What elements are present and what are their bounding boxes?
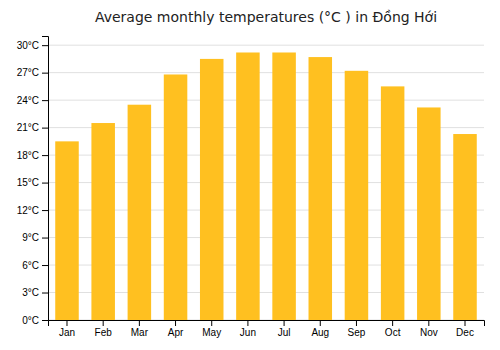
x-tick-mark — [428, 320, 429, 326]
title: Average monthly temperatures (°C ) in Đồ… — [95, 9, 437, 25]
y-tick-label: 18°C — [17, 150, 39, 161]
y-tick: 18°C — [17, 150, 48, 161]
y-tick: 30°C — [17, 40, 48, 51]
x-tick: May — [202, 320, 221, 338]
x-axis: Jan Feb Mar Apr May Jun Jul Aug Sep Oct Nov Dec — [49, 320, 485, 338]
y-tick: 27°C — [17, 67, 48, 78]
chart: 0°C 3°C 6°C 9°C 12°C 15°C 18°C 21°C 24°C 27°C 30°C… — [0, 0, 500, 350]
x-tick: Jun — [240, 320, 256, 338]
y-tick-label: 12°C — [17, 205, 39, 216]
y-tick-label: 21°C — [17, 122, 39, 133]
y-tick-mark — [42, 183, 48, 184]
y-tick-label: 0°C — [22, 315, 39, 326]
bar — [381, 86, 405, 320]
y-tick-mark — [42, 265, 48, 266]
y-tick-mark — [42, 320, 48, 321]
x-tick-label: Dec — [456, 327, 474, 338]
x-tick: Oct — [385, 320, 401, 338]
y-tick-label: 24°C — [17, 95, 39, 106]
bar — [272, 52, 296, 320]
y-tick-label: 27°C — [17, 67, 39, 78]
x-tick-label: Jul — [278, 327, 291, 338]
x-tick: Jul — [278, 320, 291, 338]
x-tick: Apr — [168, 320, 184, 338]
bar — [345, 71, 369, 320]
grid-line — [48, 72, 484, 73]
grid-line — [48, 45, 484, 46]
x-tick: Dec — [456, 320, 474, 338]
x-tick-mark — [66, 320, 67, 326]
x-tick: Sep — [348, 320, 366, 338]
bar — [453, 134, 477, 320]
y-tick: 0°C — [22, 315, 48, 326]
bar — [55, 141, 79, 320]
x-tick-mark — [139, 320, 140, 326]
y-tick: 21°C — [17, 122, 48, 133]
bar — [417, 107, 441, 320]
y-tick-label: 3°C — [22, 287, 39, 298]
y-tick-label: 15°C — [17, 177, 39, 188]
x-axis-line — [49, 321, 485, 327]
x-tick-mark — [392, 320, 393, 326]
bar — [128, 105, 152, 320]
grid-line — [48, 100, 484, 101]
bar — [91, 123, 115, 320]
x-tick: Nov — [420, 320, 438, 338]
x-tick: Mar — [131, 320, 149, 338]
x-tick-mark — [103, 320, 104, 326]
bar — [164, 74, 188, 320]
y-tick-mark — [42, 210, 48, 211]
y-tick-mark — [42, 155, 48, 156]
y-tick: 12°C — [17, 205, 48, 216]
y-tick-label: 6°C — [22, 260, 39, 271]
y-tick-mark — [42, 238, 48, 239]
y-axis-line — [42, 37, 49, 321]
y-tick-label: 9°C — [22, 232, 39, 243]
grid — [48, 45, 484, 320]
x-tick-mark — [356, 320, 357, 326]
x-tick-label: Sep — [348, 327, 366, 338]
x-tick-label: Jun — [240, 327, 256, 338]
y-axis: 0°C 3°C 6°C 9°C 12°C 15°C 18°C 21°C 24°C 27°C 30°C — [17, 37, 49, 326]
x-tick-label: Mar — [131, 327, 149, 338]
bars — [55, 52, 477, 320]
x-tick-label: Nov — [420, 327, 438, 338]
plot: 0°C 3°C 6°C 9°C 12°C 15°C 18°C 21°C 24°C 27°C 30°C… — [17, 37, 485, 339]
x-tick-mark — [320, 320, 321, 326]
bar — [200, 59, 224, 320]
y-tick-mark — [42, 100, 48, 101]
y-tick: 15°C — [17, 177, 48, 188]
x-tick-mark — [465, 320, 466, 326]
x-tick-mark — [247, 320, 248, 326]
bar — [309, 57, 333, 320]
y-tick: 24°C — [17, 95, 48, 106]
x-tick: Aug — [311, 320, 329, 338]
x-tick-label: May — [202, 327, 221, 338]
y-tick-label: 30°C — [17, 40, 39, 51]
x-tick-label: Apr — [168, 327, 184, 338]
y-tick-mark — [42, 128, 48, 129]
y-tick: 6°C — [22, 260, 48, 271]
x-tick-mark — [211, 320, 212, 326]
x-tick: Feb — [95, 320, 113, 338]
x-tick-label: Feb — [95, 327, 113, 338]
x-tick-label: Oct — [385, 327, 401, 338]
x-tick-label: Aug — [311, 327, 329, 338]
y-tick-mark — [42, 45, 48, 46]
y-tick-mark — [42, 293, 48, 294]
x-tick-mark — [284, 320, 285, 326]
bar — [236, 52, 260, 320]
x-tick: Jan — [59, 320, 75, 338]
x-tick-label: Jan — [59, 327, 75, 338]
y-tick-mark — [42, 73, 48, 74]
y-tick: 3°C — [22, 287, 48, 298]
y-tick: 9°C — [22, 232, 48, 243]
x-tick-mark — [175, 320, 176, 326]
